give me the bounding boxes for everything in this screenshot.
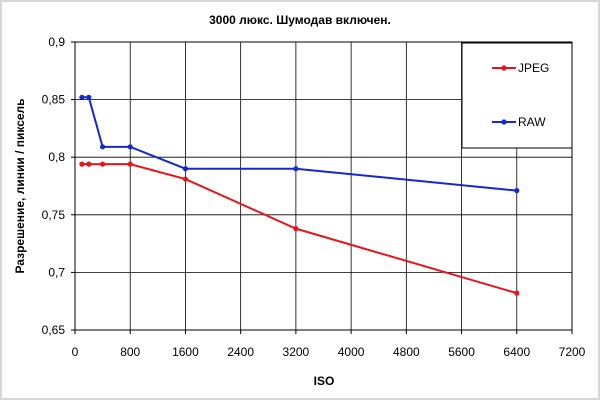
data-point <box>127 161 133 167</box>
series-jpeg <box>79 161 520 296</box>
y-axis-ticks: 0,65 0,7 0,75 0,8 0,85 0,9 <box>42 35 75 337</box>
axes <box>74 41 573 331</box>
x-axis-label: ISO <box>314 374 335 388</box>
data-point <box>79 94 85 100</box>
plot-border <box>74 41 573 331</box>
data-point <box>182 166 189 172</box>
data-point <box>182 176 189 182</box>
legend-marker <box>501 65 507 71</box>
y-tick-label: 0,8 <box>48 150 65 164</box>
data-point <box>293 226 299 232</box>
x-tick-label: 2400 <box>227 345 254 359</box>
y-tick-label: 0,7 <box>48 265 65 279</box>
data-point <box>514 290 520 296</box>
legend-marker <box>501 119 507 125</box>
data-point <box>514 188 520 194</box>
x-tick-label: 3200 <box>283 345 310 359</box>
legend: JPEG RAW <box>461 42 573 149</box>
data-point <box>127 144 133 150</box>
data-point <box>100 144 106 150</box>
x-tick-label: 7200 <box>559 345 586 359</box>
x-tick-label: 4000 <box>338 345 365 359</box>
series-raw <box>79 94 520 194</box>
y-tick-label: 0,65 <box>42 323 66 337</box>
y-tick-label: 0,9 <box>48 35 65 49</box>
series-layer <box>79 94 520 296</box>
legend-box <box>461 42 573 149</box>
chart-title: 3000 люкс. Шумодав включен. <box>209 13 391 27</box>
x-axis-ticks: 0 800 1600 2400 3200 4000 4800 5600 6400 7200 <box>72 330 586 359</box>
data-point <box>86 161 92 167</box>
x-tick-label: 6400 <box>503 345 530 359</box>
legend-label: JPEG <box>518 61 549 75</box>
y-tick-label: 0,85 <box>42 93 66 107</box>
data-point <box>293 166 299 172</box>
x-tick-label: 4800 <box>393 345 420 359</box>
y-tick-label: 0,75 <box>42 208 66 222</box>
data-point <box>79 161 85 167</box>
legend-label: RAW <box>518 115 546 129</box>
x-tick-label: 5600 <box>448 345 475 359</box>
data-point <box>86 94 92 100</box>
x-tick-label: 800 <box>120 345 140 359</box>
data-point <box>100 161 106 167</box>
y-axis-label: Разрешение, линии / пиксель <box>13 98 27 273</box>
x-tick-label: 0 <box>72 345 79 359</box>
x-tick-label: 1600 <box>172 345 199 359</box>
